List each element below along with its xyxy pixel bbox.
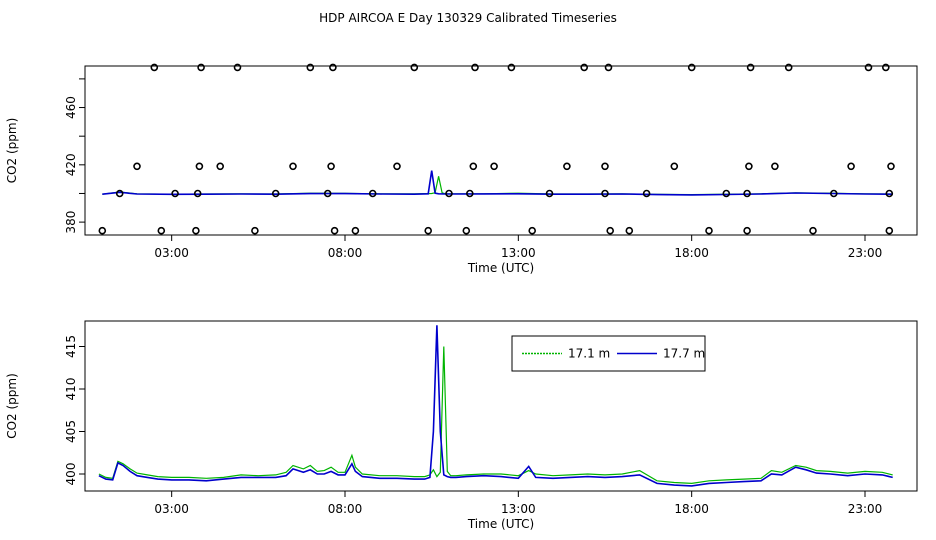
top-y-axis-label: CO2 (ppm) [5, 118, 19, 184]
calibration-point [687, 63, 696, 72]
calibration-point [670, 162, 679, 171]
calibration-point [150, 63, 159, 72]
bottom-x-tick-label: 13:00 [501, 502, 536, 516]
calibration-point [323, 189, 332, 198]
calibration-point [98, 226, 107, 235]
top-plot-frame [84, 65, 918, 236]
calibration-point [490, 162, 498, 171]
top-panel: 03:00 08:00 13:00 18:00 23:00 380 420 460 Time (… [5, 63, 918, 275]
calibration-point [327, 162, 335, 171]
calibration-point [289, 162, 297, 171]
top-x-axis-label: Time (UTC) [467, 261, 534, 275]
calibration-point [469, 162, 478, 171]
top-x-tick-label: 03:00 [154, 246, 189, 260]
calibration-point [809, 226, 817, 235]
bottom-plot-frame [84, 320, 918, 492]
calibration-point [195, 162, 204, 171]
bottom-x-tick-label: 18:00 [674, 502, 709, 516]
calibration-point [271, 189, 280, 198]
calibration-point [887, 162, 895, 171]
calibration-point [745, 162, 753, 171]
calibration-point [351, 226, 360, 235]
top-x-tick-label: 08:00 [328, 246, 363, 260]
bottom-x-axis-label: Time (UTC) [467, 517, 534, 531]
legend-label: 17.7 m [663, 347, 705, 361]
calibration-point [216, 162, 224, 171]
top-x-tick-label: 18:00 [674, 246, 709, 260]
bottom-x-tick-label: 23:00 [848, 502, 883, 516]
calibration-point [507, 63, 516, 72]
calibration-point [743, 189, 751, 198]
calibration-point [193, 189, 202, 198]
calibration-point [115, 189, 124, 198]
calibration-point [771, 162, 779, 171]
calibration-point [881, 63, 890, 72]
top-x-tick-label: 23:00 [848, 246, 883, 260]
calibration-point [329, 63, 337, 72]
calibration-point [471, 63, 479, 72]
top-y-tick-label: 420 [64, 153, 78, 176]
bottom-y-tick-label: 405 [64, 420, 78, 443]
calibration-point [410, 63, 419, 72]
calibration-point [784, 63, 793, 72]
bottom-x-tick-label: 03:00 [154, 502, 189, 516]
chart-title: HDP AIRCOA E Day 130329 Calibrated Times… [319, 11, 617, 25]
calibration-point [743, 226, 751, 235]
top-y-tick-label: 380 [64, 211, 78, 234]
calibration-point [192, 226, 200, 235]
calibration-point [864, 63, 873, 72]
bottom-y-axis-label: CO2 (ppm) [5, 373, 19, 439]
calibration-point [462, 226, 471, 235]
top-y-tick-label: 460 [64, 96, 78, 119]
calibration-point [368, 189, 377, 198]
calibration-point [601, 189, 609, 198]
calibration-point [171, 189, 179, 198]
bottom-x-tick-label: 08:00 [328, 502, 363, 516]
top-series-line-green [102, 176, 893, 196]
calibration-point [545, 189, 554, 198]
calibration-point [465, 189, 474, 198]
calibration-point [306, 63, 315, 72]
bottom-y-tick-label: 400 [64, 463, 78, 486]
calibration-point [251, 226, 259, 235]
calibration-point [197, 63, 205, 72]
calibration-point [157, 226, 166, 235]
calibration-point [746, 63, 755, 72]
calibration-point [330, 226, 339, 235]
calibration-point [233, 63, 242, 72]
calibration-point [847, 162, 855, 171]
calibration-point [580, 63, 589, 72]
top-series-line-blue [102, 170, 893, 196]
calibration-point [885, 226, 894, 235]
calibration-point [601, 162, 609, 171]
bottom-y-tick-label: 410 [64, 378, 78, 401]
legend-label: 17.1 m [568, 347, 610, 361]
calibration-point [424, 226, 433, 235]
bottom-series-line-green [98, 346, 893, 485]
legend: 17.1 m 17.7 m [511, 335, 706, 372]
calibration-point [445, 189, 453, 198]
calibration-point [133, 162, 141, 171]
calibration-point [563, 162, 571, 171]
calibration-point [625, 226, 634, 235]
calibration-point [722, 189, 731, 198]
calibration-point [885, 189, 894, 198]
top-x-tick-label: 13:00 [501, 246, 536, 260]
calibration-point [606, 226, 615, 235]
calibration-point [829, 189, 838, 198]
bottom-series-line-blue [98, 325, 893, 487]
calibration-point [604, 63, 613, 72]
bottom-panel: 03:00 08:00 13:00 18:00 23:00 400 405 410 415 Tim… [5, 320, 918, 531]
calibration-point [705, 226, 713, 235]
calibration-point [393, 162, 401, 171]
calibration-point [528, 226, 537, 235]
bottom-y-tick-label: 415 [64, 335, 78, 358]
calibration-point [642, 189, 651, 198]
